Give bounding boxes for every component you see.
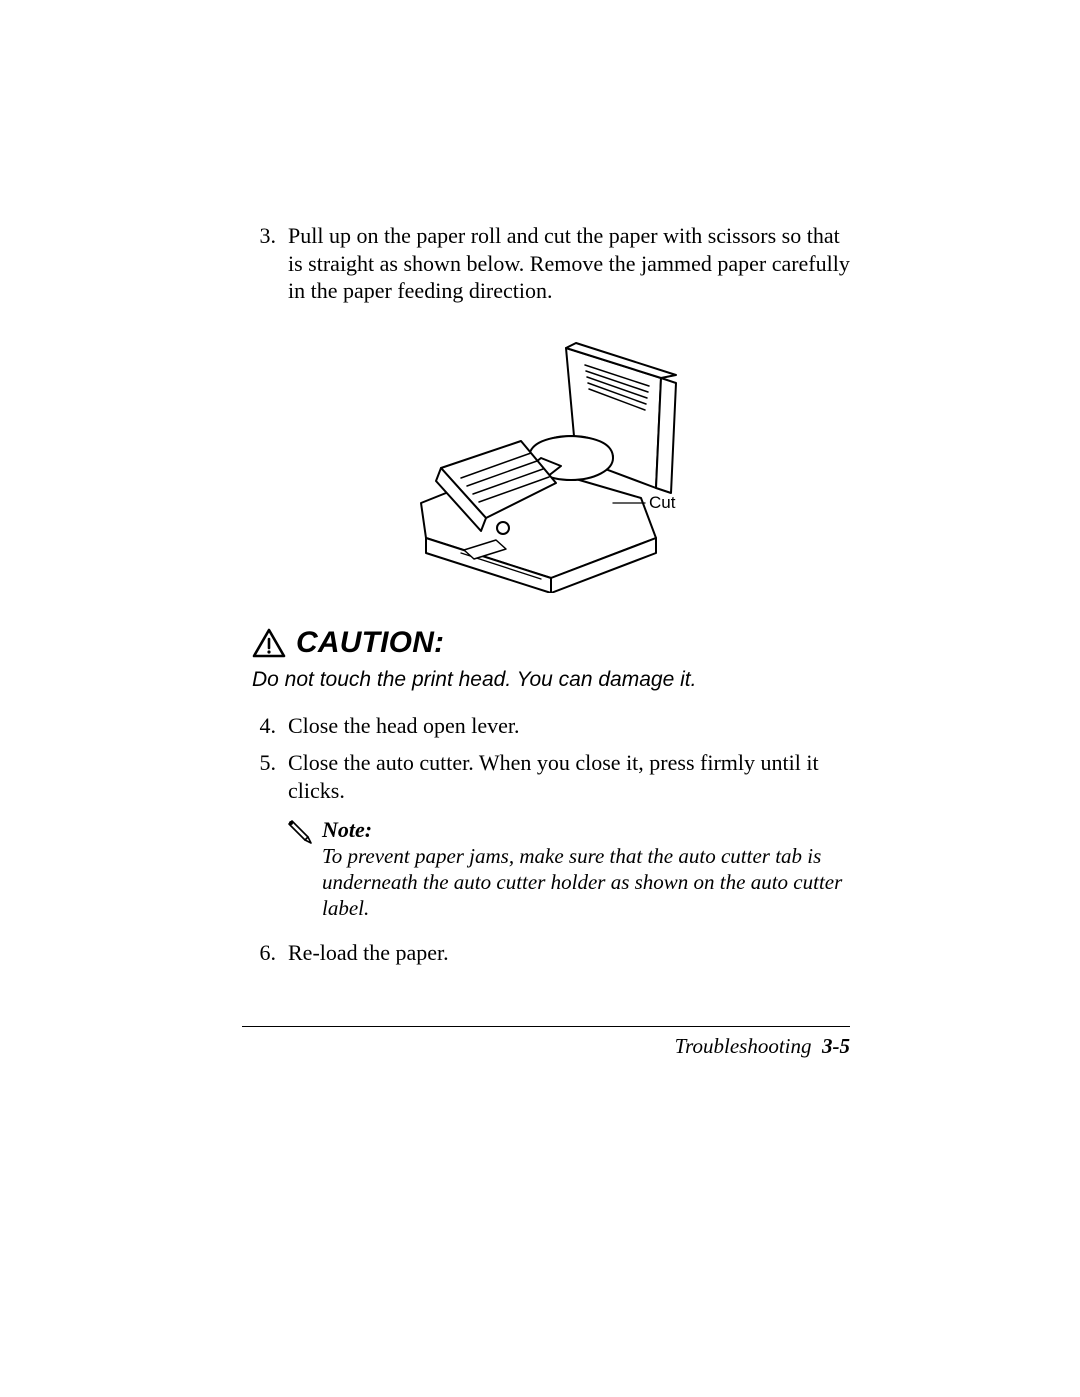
caution-heading: CAUTION: <box>296 626 444 660</box>
note-heading: Note: <box>322 818 850 842</box>
note-body: To prevent paper jams, make sure that th… <box>322 843 850 922</box>
step-number: 5. <box>252 749 276 804</box>
step-6: 6. Re-load the paper. <box>252 939 850 967</box>
pencil-note-icon <box>286 818 314 846</box>
printer-illustration: Cut <box>401 323 701 593</box>
manual-page: 3. Pull up on the paper roll and cut the… <box>0 0 1080 1397</box>
footer: Troubleshooting 3-5 <box>675 1034 850 1059</box>
step-text: Pull up on the paper roll and cut the pa… <box>288 222 850 305</box>
step-number: 6. <box>252 939 276 967</box>
step-text: Close the auto cutter. When you close it… <box>288 749 850 804</box>
footer-page: 3-5 <box>822 1034 850 1058</box>
footer-section: Troubleshooting <box>675 1034 812 1058</box>
step-5: 5. Close the auto cutter. When you close… <box>252 749 850 804</box>
printer-figure: Cut <box>252 323 850 598</box>
step-3: 3. Pull up on the paper roll and cut the… <box>252 222 850 305</box>
step-text: Close the head open lever. <box>288 712 850 740</box>
caution-text: Do not touch the print head. You can dam… <box>252 666 850 694</box>
step-number: 3. <box>252 222 276 305</box>
step-number: 4. <box>252 712 276 740</box>
step-4: 4. Close the head open lever. <box>252 712 850 740</box>
footer-rule <box>242 1026 850 1027</box>
caution-heading-row: CAUTION: <box>252 626 850 660</box>
step-text: Re-load the paper. <box>288 939 850 967</box>
cut-label: Cut <box>649 493 676 512</box>
note-block: Note: To prevent paper jams, make sure t… <box>286 818 850 921</box>
caution-triangle-icon <box>252 628 286 658</box>
